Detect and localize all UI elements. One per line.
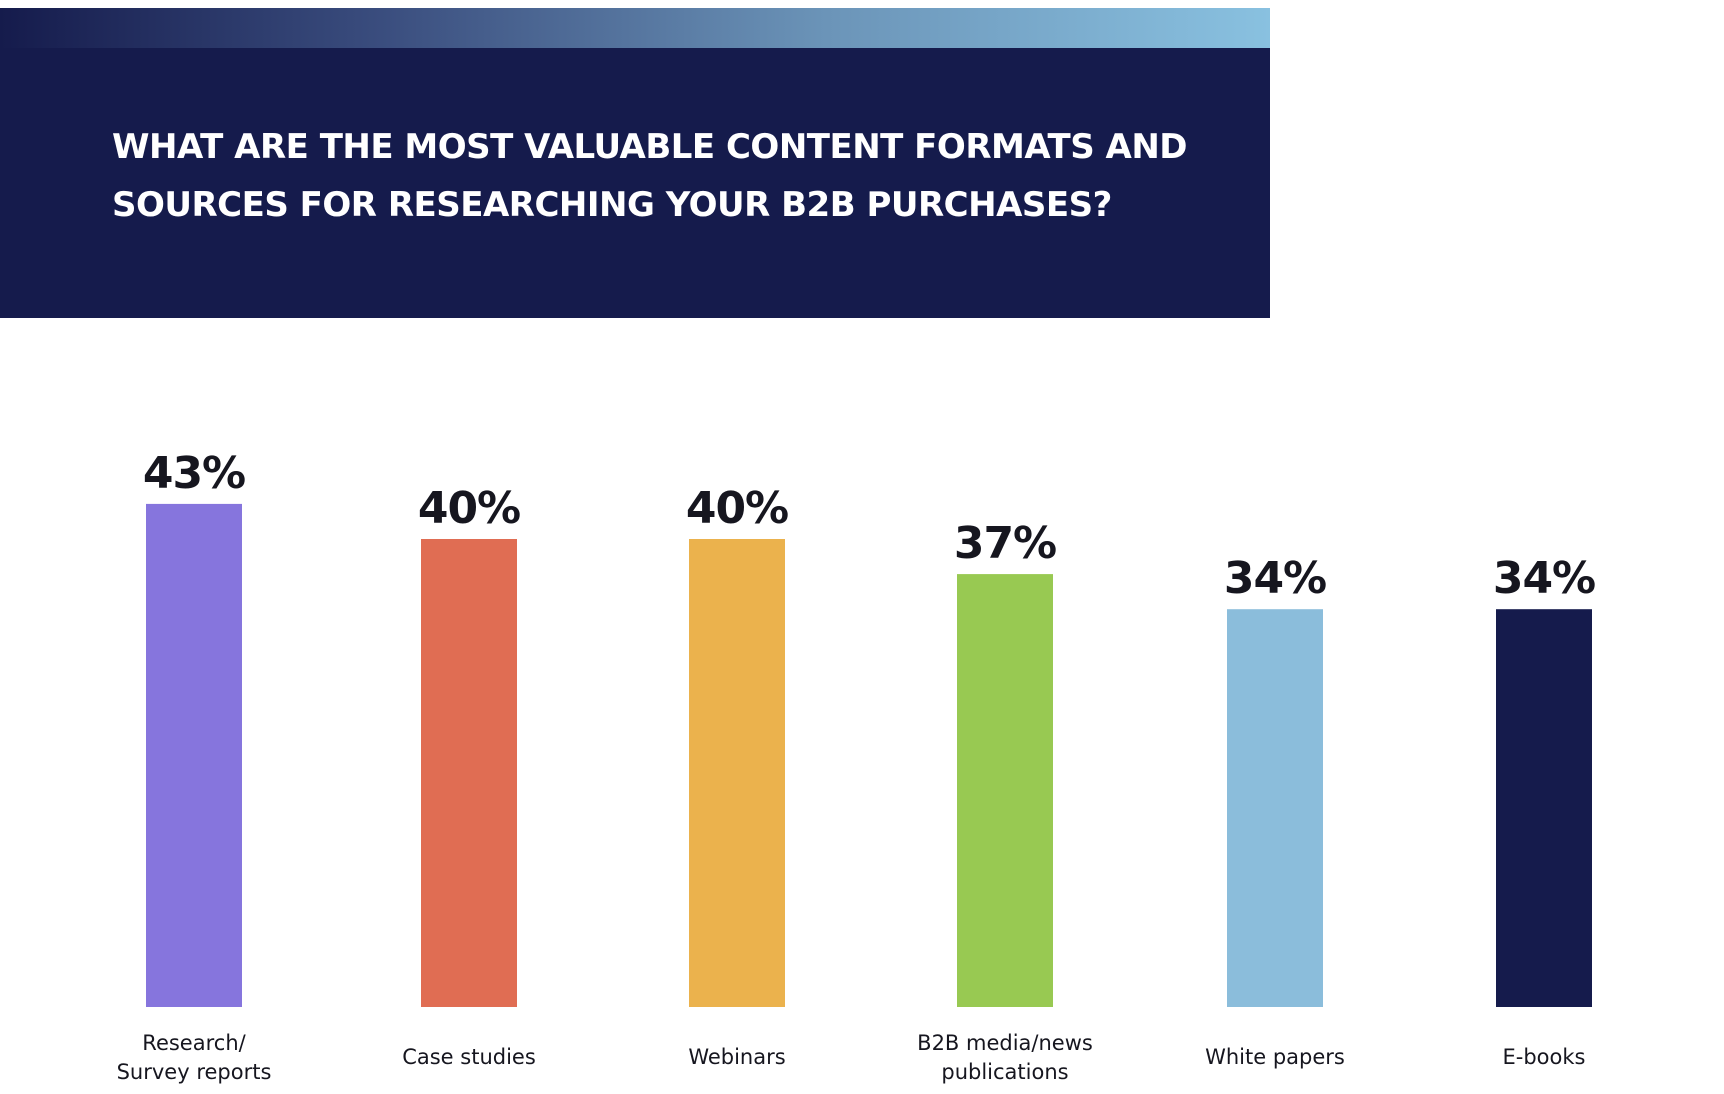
bar-3 xyxy=(957,574,1053,1007)
category-label-1: Case studies xyxy=(402,1045,536,1069)
gradient-strip xyxy=(0,8,1270,48)
bar-5 xyxy=(1496,609,1592,1007)
category-label-3-line-0: B2B media/news xyxy=(917,1031,1093,1055)
category-label-4: White papers xyxy=(1205,1045,1345,1069)
chart-title: WHAT ARE THE MOST VALUABLE CONTENT FORMA… xyxy=(112,127,1188,225)
category-label-0-line-0: Research/ xyxy=(142,1031,246,1055)
category-label-3-line-1: publications xyxy=(941,1060,1068,1084)
header-banner xyxy=(0,8,1270,318)
bar-4 xyxy=(1227,609,1323,1007)
value-label-4: 34% xyxy=(1224,553,1326,604)
value-label-3: 37% xyxy=(954,518,1056,569)
category-label-0-line-1: Survey reports xyxy=(117,1060,272,1084)
value-label-0: 43% xyxy=(143,448,245,499)
value-label-5: 34% xyxy=(1493,553,1595,604)
bar-1 xyxy=(421,539,517,1007)
category-label-2: Webinars xyxy=(688,1045,785,1069)
value-label-1: 40% xyxy=(418,483,520,534)
value-label-2: 40% xyxy=(686,483,788,534)
bar-0 xyxy=(146,503,242,1007)
category-label-5: E-books xyxy=(1503,1045,1586,1069)
bar-2 xyxy=(689,539,785,1007)
